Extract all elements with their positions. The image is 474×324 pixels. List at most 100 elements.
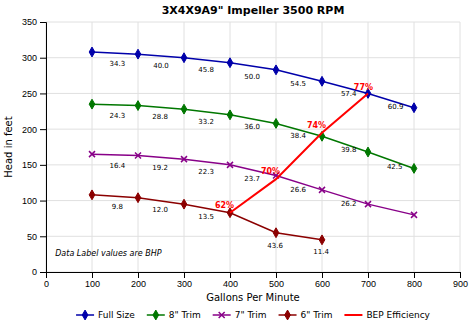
- grid: [46, 22, 460, 272]
- legend-marker: [153, 310, 159, 320]
- annotation: Data Label values are BHP: [55, 249, 161, 258]
- grid-line-x: [92, 22, 93, 272]
- bhp-label: 40.0: [153, 62, 169, 70]
- y-tick-label: 300: [22, 53, 37, 63]
- bhp-label: 36.0: [244, 123, 260, 131]
- x-tick: 0: [44, 272, 49, 289]
- bhp-label: 11.4: [313, 248, 329, 256]
- bhp-label: 34.3: [110, 60, 126, 68]
- point: [135, 153, 141, 159]
- bhp-label: 39.8: [341, 146, 357, 154]
- x-tick-label: 0: [44, 279, 49, 289]
- y-tick-mark: [40, 93, 46, 94]
- x-tick-label: 700: [361, 279, 376, 289]
- y-tick: 200: [22, 125, 46, 135]
- grid-line-x: [460, 22, 461, 272]
- y-tick-label: 200: [22, 125, 37, 135]
- point: [181, 53, 187, 63]
- y-tick-mark: [40, 165, 46, 166]
- bhp-label: 26.2: [341, 200, 357, 208]
- x-tick: 300: [177, 272, 192, 289]
- legend-marker: [219, 312, 225, 318]
- bhp-label: 19.2: [152, 164, 168, 172]
- y-tick-label: 350: [22, 17, 37, 27]
- y-tick-label: 250: [22, 89, 37, 99]
- point: [89, 190, 95, 200]
- y-axis-title: Head in feet: [3, 116, 14, 177]
- x-tick: 900: [453, 272, 468, 289]
- bhp-label: 23.7: [244, 175, 260, 183]
- x-tick-mark: [138, 272, 139, 278]
- point: [273, 65, 279, 75]
- marks: [89, 47, 417, 245]
- x-tick-label: 600: [315, 279, 330, 289]
- x-tick: 800: [407, 272, 422, 289]
- x-tick-mark: [184, 272, 185, 278]
- series-line: [230, 93, 368, 212]
- legend-label: BEP Efficiency: [366, 310, 430, 320]
- x-axis-line: [47, 273, 461, 279]
- legend-label: 8" Trim: [169, 310, 201, 320]
- y-tick: 50: [27, 232, 46, 242]
- legend-label: 6" Trim: [301, 310, 333, 320]
- plot: 0100200300400500600700800900050100150200…: [3, 17, 468, 303]
- y-tick-mark: [40, 236, 46, 237]
- y-tick-mark: [40, 201, 46, 202]
- point: [411, 103, 417, 113]
- chart: 0100200300400500600700800900050100150200…: [0, 0, 474, 324]
- y-axis-line: [40, 23, 47, 273]
- efficiency-label: 74%: [307, 121, 326, 130]
- y-tick: 150: [22, 160, 46, 170]
- series-line: [92, 154, 414, 215]
- bhp-label: 16.4: [110, 162, 126, 170]
- grid-line-y: [46, 200, 460, 201]
- point: [319, 76, 325, 86]
- x-tick-label: 200: [131, 279, 146, 289]
- y-tick: 0: [32, 267, 46, 277]
- title: 3X4X9A9" Impeller 3500 RPM: [162, 4, 345, 17]
- x-tick-label: 800: [407, 279, 422, 289]
- x-tick-mark: [322, 272, 323, 278]
- x-tick-mark: [368, 272, 369, 278]
- bhp-label: 60.9: [388, 103, 404, 111]
- x-tick-mark: [276, 272, 277, 278]
- legend-item: 6" Trim: [279, 310, 333, 320]
- x-tick-mark: [414, 272, 415, 278]
- point: [181, 104, 187, 114]
- grid-line-y: [46, 93, 460, 94]
- y-tick-mark: [40, 58, 46, 59]
- x-tick: 700: [361, 272, 376, 289]
- point: [89, 99, 95, 109]
- efficiency-label: 62%: [215, 201, 234, 210]
- x-tick-label: 400: [223, 279, 238, 289]
- x-axis-title: Gallons Per Minute: [206, 292, 300, 303]
- grid-line-y: [46, 22, 460, 23]
- point: [135, 49, 141, 59]
- x-tick: 600: [315, 272, 330, 289]
- bhp-label: 43.6: [267, 242, 283, 250]
- bhp-label: 28.8: [152, 113, 168, 121]
- bhp-label: 33.2: [198, 118, 214, 126]
- efficiency-label: 77%: [354, 83, 373, 92]
- legend-marker: [82, 310, 88, 320]
- bhp-label: 13.5: [198, 213, 214, 221]
- series-line: [92, 52, 414, 108]
- grid-line-y: [46, 57, 460, 58]
- bhp-label: 38.4: [290, 132, 306, 140]
- point: [89, 151, 95, 157]
- legend-item: 7" Trim: [213, 310, 267, 320]
- legend: Full Size8" Trim7" Trim6" TrimBEP Effici…: [76, 310, 431, 320]
- point: [365, 201, 371, 207]
- point: [365, 147, 371, 157]
- bhp-label: 42.5: [387, 163, 403, 171]
- bhp-label: 12.0: [152, 206, 168, 214]
- y-tick: 250: [22, 89, 46, 99]
- x-tick-label: 500: [269, 279, 284, 289]
- bhp-label: 50.0: [244, 73, 260, 81]
- point: [227, 58, 233, 68]
- point: [227, 162, 233, 168]
- point: [411, 212, 417, 218]
- point: [135, 101, 141, 111]
- grid-line-x: [414, 22, 415, 272]
- y-tick-label: 150: [22, 160, 37, 170]
